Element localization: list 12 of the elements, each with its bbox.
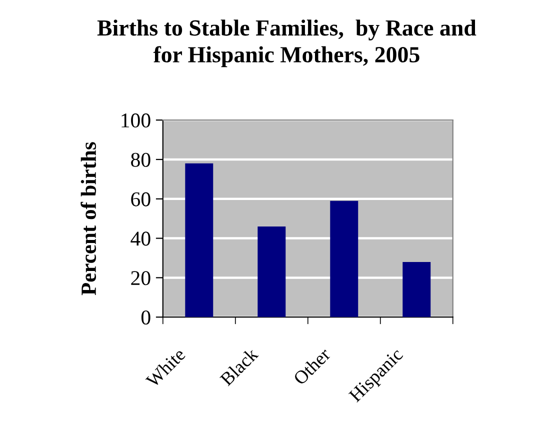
y-tick-label: 40 xyxy=(130,232,150,246)
y-tick-label: 80 xyxy=(131,152,150,167)
bar xyxy=(402,262,431,318)
bar xyxy=(330,200,358,318)
y-axis-title: Percent of births xyxy=(80,142,96,296)
y-tick-label: 100 xyxy=(122,113,150,128)
bar xyxy=(185,163,214,318)
y-tick-label: 0 xyxy=(141,310,150,325)
y-tick-label: 20 xyxy=(131,271,150,286)
bar xyxy=(258,226,286,318)
chart-title: Births to Stable Families, by Race and for Hispanic Mothers, 2005 xyxy=(97,20,476,68)
y-tick-label: 60 xyxy=(131,192,150,206)
